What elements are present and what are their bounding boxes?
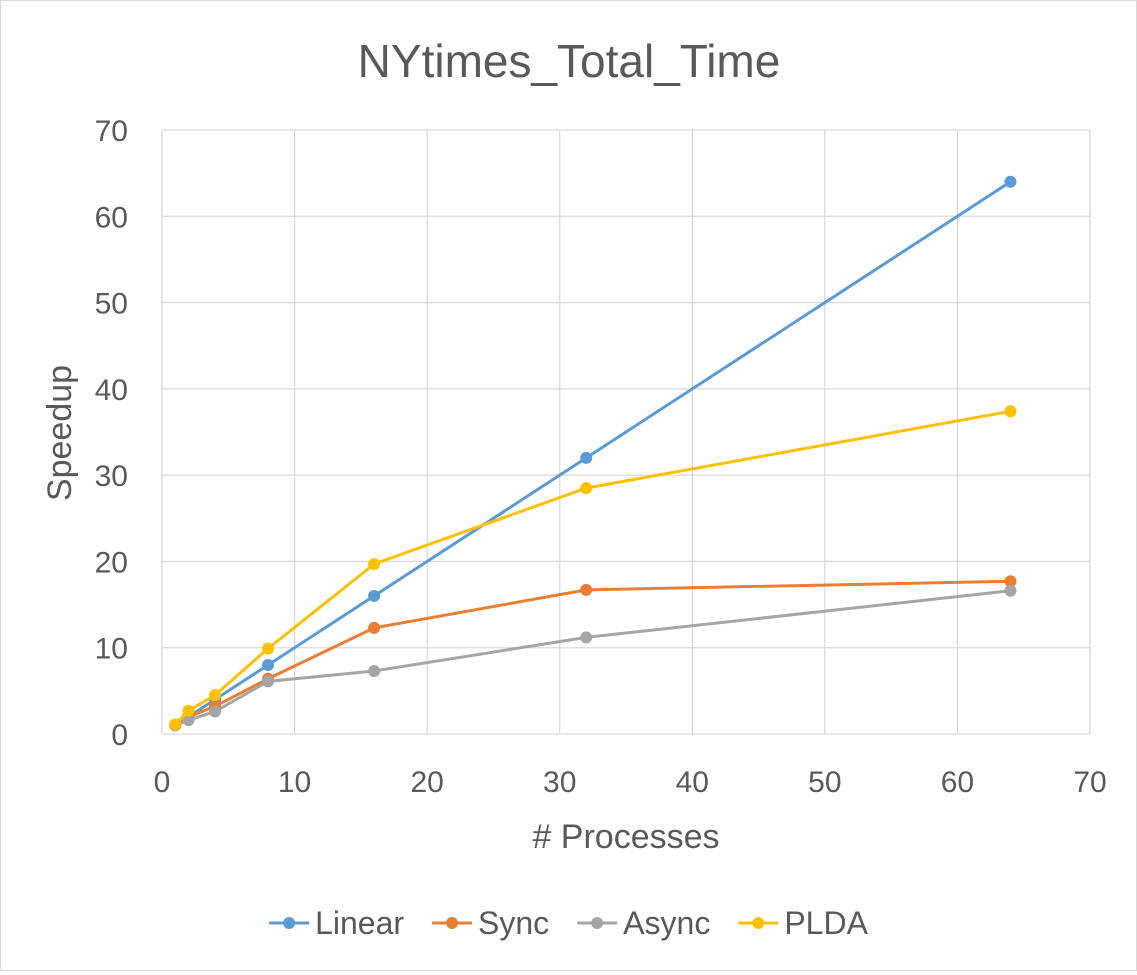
legend-label: Linear <box>315 905 404 941</box>
y-tick-label: 10 <box>95 633 128 666</box>
chart-title: NYtimes_Total_Time <box>358 35 781 87</box>
data-point-plda <box>262 642 275 655</box>
x-tick-label: 20 <box>410 766 443 799</box>
y-tick-label: 40 <box>95 374 128 407</box>
x-axis-title: # Processes <box>532 818 719 856</box>
x-tick-label: 0 <box>154 766 171 799</box>
x-tick-label: 50 <box>808 766 841 799</box>
data-point-plda <box>169 718 182 731</box>
legend-item-plda: PLDA <box>738 905 869 941</box>
y-tick-label: 20 <box>95 546 128 579</box>
data-point-plda <box>368 558 381 571</box>
data-point-sync <box>368 621 381 634</box>
series-sync <box>169 575 1017 732</box>
legend: Linear Sync Async PLDA <box>269 905 869 941</box>
series-line-linear <box>174 180 1012 727</box>
data-point-async <box>262 675 275 688</box>
x-tick-label: 30 <box>543 766 576 799</box>
x-tick-label: 60 <box>941 766 974 799</box>
legend-item-sync: Sync <box>432 905 549 941</box>
data-point-async <box>368 665 381 678</box>
series-plda <box>169 405 1017 731</box>
legend-swatch-marker <box>283 917 296 929</box>
data-point-plda <box>580 482 593 495</box>
x-tick-label: 40 <box>676 766 709 799</box>
data-point-linear <box>1004 175 1017 188</box>
legend-swatch-marker <box>591 917 604 929</box>
data-point-async <box>182 714 195 727</box>
legend-item-async: Async <box>577 905 710 941</box>
data-point-plda <box>1004 405 1017 418</box>
data-point-sync <box>580 583 593 596</box>
y-tick-label: 60 <box>95 201 128 234</box>
data-point-linear <box>368 589 381 602</box>
series-line-async <box>174 589 1011 727</box>
y-tick-label: 30 <box>95 460 128 493</box>
data-point-async <box>580 631 593 644</box>
x-tick-label: 70 <box>1073 766 1106 799</box>
y-tick-label: 70 <box>95 115 128 148</box>
data-series <box>169 175 1017 732</box>
y-tick-label: 0 <box>111 719 128 752</box>
legend-label: PLDA <box>784 905 868 941</box>
gridlines <box>161 129 1091 735</box>
data-point-linear <box>580 451 593 464</box>
legend-label: Async <box>623 905 710 941</box>
data-point-async <box>1004 584 1017 597</box>
data-point-plda <box>182 704 195 717</box>
x-tick-label: 10 <box>278 766 311 799</box>
series-async <box>169 584 1017 732</box>
data-point-sync <box>1004 575 1017 588</box>
series-line-sync <box>174 579 1011 727</box>
legend-item-linear: Linear <box>269 905 404 941</box>
y-axis-title: Speedup <box>41 365 79 501</box>
tick-labels: 0 10 20 30 40 50 60 70 0 10 20 30 40 50 60 70 <box>95 115 1107 799</box>
legend-swatch-marker <box>446 917 459 929</box>
y-tick-label: 50 <box>95 288 128 321</box>
legend-swatch-marker <box>752 917 765 929</box>
data-point-plda <box>209 689 222 702</box>
data-point-async <box>209 705 222 718</box>
legend-label: Sync <box>478 905 549 941</box>
data-point-linear <box>262 658 275 671</box>
